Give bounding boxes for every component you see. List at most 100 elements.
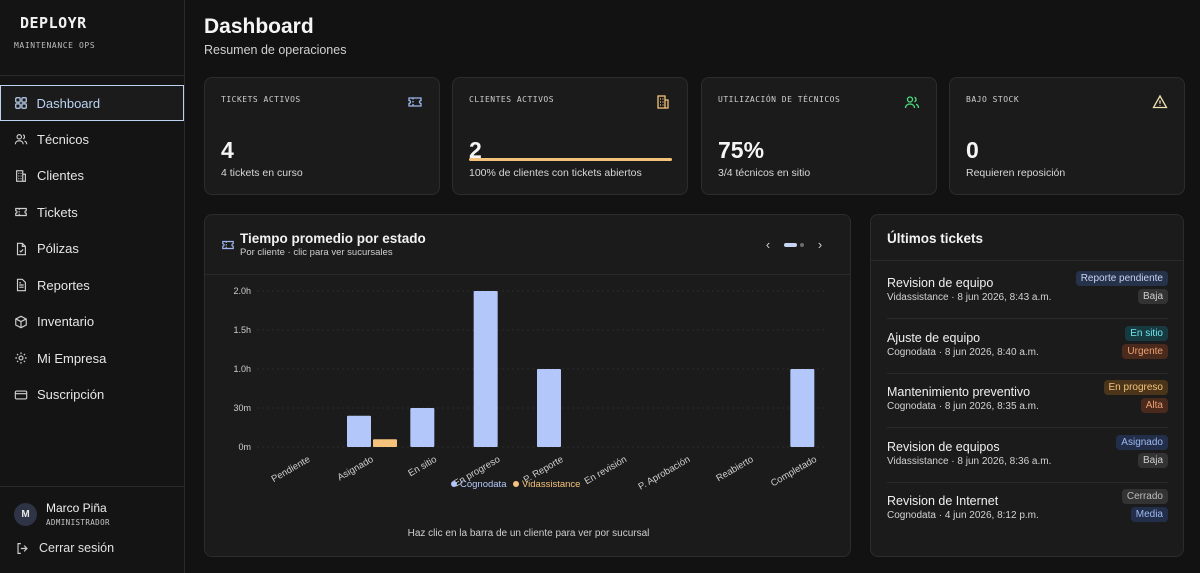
- page-title: Dashboard: [204, 15, 314, 38]
- ticket-icon: [408, 97, 422, 107]
- ticket-title: Ajuste de equipo: [887, 330, 981, 345]
- sidebar-item-dashboard[interactable]: Dashboard: [0, 85, 184, 121]
- legend-label: Cognodata: [460, 479, 507, 490]
- chevron-left-icon[interactable]: ‹: [765, 237, 771, 252]
- priority-badge: Baja: [1137, 289, 1168, 304]
- chart-subtitle: Por cliente · clic para ver sucursales: [240, 247, 393, 258]
- stat-label: TICKETS ACTIVOS: [221, 95, 301, 104]
- ticket-title: Mantenimiento preventivo: [887, 385, 1031, 399]
- sidebar-item-label: Pólizas: [37, 241, 79, 257]
- sidebar-item-suscripcion[interactable]: Suscripción: [0, 377, 184, 414]
- x-tick-label: P. Aprobación: [636, 454, 692, 492]
- bar[interactable]: [410, 408, 435, 447]
- sidebar-item-label: Mi Empresa: [37, 350, 107, 366]
- bar[interactable]: [537, 369, 561, 447]
- ticket-title: Revision de equipo: [887, 276, 994, 290]
- ticket-icon: [222, 240, 234, 250]
- avatar: M: [14, 502, 37, 526]
- y-tick-label: 0m: [238, 442, 251, 452]
- status-badge: En sitio: [1125, 325, 1168, 341]
- brand[interactable]: DEPLOYR MAINTENANCE OPS: [14, 14, 95, 50]
- ticket-meta: Vidassistance · 8 jun 2026, 8:43 a.m.: [887, 292, 1052, 303]
- chart-hint: Haz clic en la barra de un cliente para …: [407, 528, 650, 539]
- ticket-row[interactable]: Revision de equipo Vidassistance · 8 jun …: [887, 271, 1168, 324]
- sidebar-item-label: Dashboard: [36, 95, 101, 111]
- chevron-right-icon[interactable]: ›: [817, 237, 823, 252]
- stat-value: 75%: [718, 137, 765, 163]
- document-icon: [16, 242, 26, 256]
- page-dot-active[interactable]: [784, 242, 797, 247]
- ticket-row[interactable]: Ajuste de equipo Cognodata · 8 jun 2026, …: [887, 325, 1168, 379]
- ticket-meta: Cognodata · 4 jun 2026, 8:12 p.m.: [887, 510, 1039, 521]
- report-icon: [16, 278, 26, 292]
- x-tick-label: Completado: [769, 454, 819, 489]
- user-profile[interactable]: M Marco Piña ADMINISTRADOR: [14, 501, 110, 527]
- bar[interactable]: [347, 415, 371, 447]
- sidebar-item-clientes[interactable]: Clientes: [0, 158, 184, 195]
- stat-value: 2: [469, 137, 482, 163]
- stat-value: 4: [221, 137, 234, 163]
- status-badge: Cerrado: [1121, 489, 1168, 504]
- priority-badge: Media: [1130, 507, 1168, 522]
- sidebar-item-tecnicos[interactable]: Técnicos: [0, 121, 184, 158]
- stat-card-utilizacion[interactable]: UTILIZACIÓN DE TÉCNICOS 75% 3/4 técnicos…: [701, 77, 937, 195]
- ticket-title: Revision de equipos: [887, 439, 1000, 454]
- users-icon: [14, 134, 28, 145]
- sidebar-item-tickets[interactable]: Tickets: [0, 194, 184, 231]
- brand-name: DEPLOYR: [20, 14, 87, 32]
- warning-icon: [1152, 94, 1168, 109]
- chart-pager: ‹ ›: [760, 237, 828, 252]
- sidebar: DEPLOYR MAINTENANCE OPS Dashboard Técnic…: [0, 0, 185, 573]
- y-tick-label: 1.0h: [233, 364, 251, 374]
- x-tick-label: Reabierto: [714, 454, 755, 484]
- ticket-icon: [15, 208, 27, 217]
- x-tick-label: En sitio: [406, 454, 438, 479]
- x-tick-label: Pendiente: [270, 454, 313, 485]
- ticket-meta: Vidassistance · 8 jun 2026, 8:36 a.m.: [887, 455, 1052, 467]
- user-role: ADMINISTRADOR: [46, 518, 110, 527]
- divider: [887, 372, 1168, 374]
- y-tick-label: 1.5h: [233, 325, 251, 335]
- logout-button[interactable]: Cerrar sesión: [16, 541, 114, 555]
- stat-card-bajo-stock[interactable]: BAJO STOCK 0 Requieren reposición: [949, 77, 1185, 195]
- ticket-row[interactable]: Revision de Internet Cognodata · 4 jun 20…: [887, 489, 1168, 542]
- y-tick-label: 2.0h: [233, 286, 251, 296]
- logout-label: Cerrar sesión: [39, 541, 115, 555]
- sidebar-item-label: Tickets: [37, 204, 78, 220]
- divider: [0, 75, 185, 76]
- legend-swatch: [451, 481, 457, 487]
- x-tick-label: Asignado: [336, 454, 376, 483]
- progress-fill: [469, 158, 672, 161]
- chart-title: Tiempo promedio por estado: [240, 231, 426, 246]
- bar[interactable]: [790, 369, 815, 447]
- ticket-row[interactable]: Mantenimiento preventivo Cognodata · 8 ju…: [887, 380, 1168, 433]
- gear-icon: [15, 352, 27, 364]
- stat-card-tickets[interactable]: TICKETS ACTIVOS 4 4 tickets en curso: [204, 77, 440, 195]
- chart-panel: Tiempo promedio por estado Por cliente ·…: [204, 214, 851, 557]
- stat-label: BAJO STOCK: [966, 95, 1020, 104]
- sidebar-item-polizas[interactable]: Pólizas: [0, 231, 184, 268]
- ticket-meta: Cognodata · 8 jun 2026, 8:35 a.m.: [887, 401, 1039, 412]
- sidebar-item-label: Clientes: [37, 168, 84, 184]
- sidebar-nav: Dashboard Técnicos Clientes Tickets Póli…: [0, 85, 184, 413]
- divider: [871, 260, 1183, 261]
- divider: [887, 427, 1168, 428]
- stat-card-clientes[interactable]: CLIENTES ACTIVOS 2 100% de clientes con …: [452, 77, 688, 195]
- legend-label: Vidassistance: [522, 479, 580, 490]
- y-tick-label: 30m: [233, 403, 251, 413]
- logout-icon: [17, 542, 28, 554]
- ticket-row[interactable]: Revision de equipos Vidassistance · 8 jun…: [887, 434, 1168, 488]
- building-icon: [657, 95, 669, 109]
- building-icon: [16, 169, 26, 182]
- sidebar-item-mi-empresa[interactable]: Mi Empresa: [0, 340, 184, 377]
- brand-subtitle: MAINTENANCE OPS: [14, 41, 96, 50]
- sidebar-item-label: Técnicos: [37, 131, 90, 147]
- sidebar-item-inventario[interactable]: Inventario: [0, 304, 184, 341]
- divider: [887, 481, 1168, 483]
- bar[interactable]: [373, 439, 397, 447]
- divider: [0, 486, 185, 487]
- sidebar-item-reportes[interactable]: Reportes: [0, 267, 184, 304]
- legend-swatch: [513, 481, 519, 487]
- bar[interactable]: [473, 291, 498, 447]
- page-dot[interactable]: [800, 242, 804, 247]
